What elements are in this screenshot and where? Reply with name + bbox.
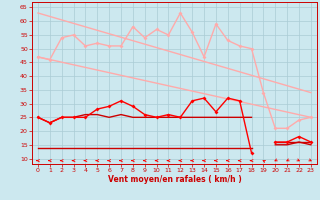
X-axis label: Vent moyen/en rafales ( km/h ): Vent moyen/en rafales ( km/h )	[108, 175, 241, 184]
